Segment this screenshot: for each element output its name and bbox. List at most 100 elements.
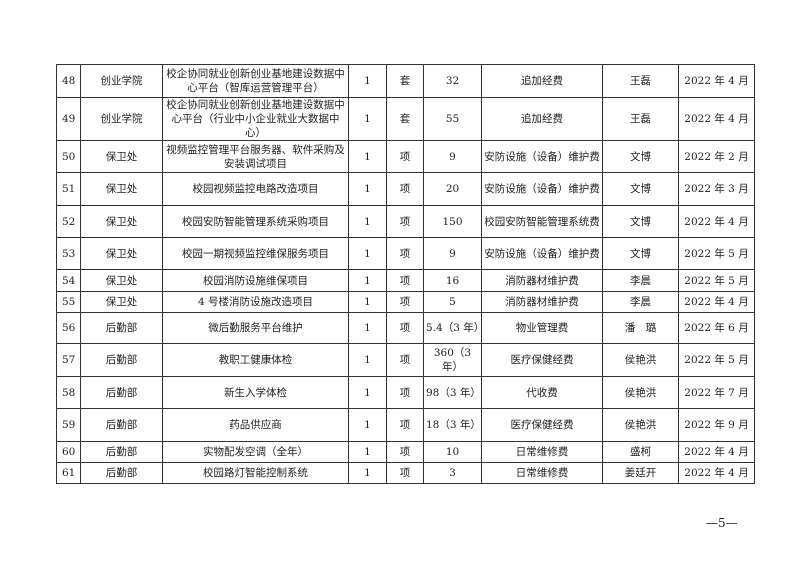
table-row: 59 后勤部 药品供应商 1 项 18（3 年） 医疗保健经费 侯艳洪 2022 年 9 月 <box>56 408 755 442</box>
cell-contact: 文博 <box>602 205 679 238</box>
cell-qty: 1 <box>348 237 387 270</box>
cell-amount: 360（3 年） <box>423 343 482 377</box>
cell-fund: 日常维修费 <box>481 441 603 463</box>
cell-no: 52 <box>56 205 81 238</box>
cell-fund: 安防设施（设备）维护费 <box>481 237 603 270</box>
cell-date: 2022 年 6 月 <box>678 312 755 344</box>
cell-fund: 物业管理费 <box>481 312 603 344</box>
cell-project: 校园路灯智能控制系统 <box>162 462 349 484</box>
cell-amount: 16 <box>423 269 482 292</box>
cell-project: 药品供应商 <box>162 408 349 442</box>
cell-amount: 5 <box>423 291 482 313</box>
cell-no: 53 <box>56 237 81 270</box>
table-row: 50 保卫处 视频监控管理平台服务器、软件采购及安装调试项目 1 项 9 安防设施（设备）维… <box>56 140 755 173</box>
procurement-table: 48 创业学院 校企协同就业创新创业基地建设数据中心平台（智库运营管理平台） 1 套 32… <box>56 64 755 484</box>
cell-unit: 套 <box>386 97 424 141</box>
cell-qty: 1 <box>348 441 387 463</box>
cell-fund: 追加经费 <box>481 97 603 141</box>
cell-amount: 18（3 年） <box>423 408 482 442</box>
cell-dept: 后勤部 <box>80 376 163 409</box>
cell-amount: 10 <box>423 441 482 463</box>
table-row: 57 后勤部 教职工健康体检 1 项 360（3 年） 医疗保健经费 侯艳洪 2022 年 5 … <box>56 343 755 377</box>
cell-dept: 后勤部 <box>80 462 163 484</box>
table-row: 56 后勤部 微后勤服务平台维护 1 项 5.4（3 年） 物业管理费潘 璐 2022 年 6… <box>56 312 755 344</box>
cell-qty: 1 <box>348 462 387 484</box>
cell-amount: 9 <box>423 237 482 270</box>
cell-no: 55 <box>56 291 81 313</box>
cell-project: 微后勤服务平台维护 <box>162 312 349 344</box>
cell-project: 校园一期视频监控维保服务项目 <box>162 237 349 270</box>
cell-fund: 安防设施（设备）维护费 <box>481 140 603 173</box>
cell-contact: 姜廷开 <box>602 462 679 484</box>
cell-unit: 项 <box>386 408 424 442</box>
table-row: 58 后勤部 新生入学体检 1 项 98（3 年） 代收费 侯艳洪 2022 年 7 月 <box>56 376 755 409</box>
table-row: 53 保卫处 校园一期视频监控维保服务项目 1 项 9 安防设施（设备）维护费 文博 2022 … <box>56 237 755 270</box>
cell-date: 2022 年 4 月 <box>678 205 755 238</box>
cell-unit: 套 <box>386 64 424 98</box>
cell-project: 实物配发空调（全年） <box>162 441 349 463</box>
cell-contact: 王磊 <box>602 97 679 141</box>
cell-no: 61 <box>56 462 81 484</box>
cell-unit: 项 <box>386 269 424 292</box>
cell-dept: 创业学院 <box>80 97 163 141</box>
cell-contact: 潘 璐 <box>602 312 679 344</box>
cell-project: 校企协同就业创新创业基地建设数据中心平台（智库运营管理平台） <box>162 64 349 98</box>
cell-dept: 保卫处 <box>80 172 163 206</box>
cell-qty: 1 <box>348 312 387 344</box>
cell-date: 2022 年 5 月 <box>678 269 755 292</box>
cell-qty: 1 <box>348 376 387 409</box>
cell-no: 59 <box>56 408 81 442</box>
cell-unit: 项 <box>386 343 424 377</box>
cell-dept: 保卫处 <box>80 291 163 313</box>
cell-fund: 校园安防智能管理系统费 <box>481 205 603 238</box>
cell-dept: 后勤部 <box>80 312 163 344</box>
cell-qty: 1 <box>348 205 387 238</box>
cell-date: 2022 年 7 月 <box>678 376 755 409</box>
cell-no: 60 <box>56 441 81 463</box>
cell-dept: 后勤部 <box>80 441 163 463</box>
cell-unit: 项 <box>386 205 424 238</box>
cell-unit: 项 <box>386 291 424 313</box>
cell-date: 2022 年 5 月 <box>678 237 755 270</box>
cell-unit: 项 <box>386 376 424 409</box>
cell-qty: 1 <box>348 269 387 292</box>
cell-amount: 55 <box>423 97 482 141</box>
cell-no: 54 <box>56 269 81 292</box>
cell-contact: 文博 <box>602 237 679 270</box>
cell-project: 校园视频监控电路改造项目 <box>162 172 349 206</box>
table-row: 48 创业学院 校企协同就业创新创业基地建设数据中心平台（智库运营管理平台） 1 套 32… <box>56 64 755 98</box>
cell-amount: 32 <box>423 64 482 98</box>
cell-unit: 项 <box>386 441 424 463</box>
cell-fund: 消防器材维护费 <box>481 269 603 292</box>
cell-date: 2022 年 2 月 <box>678 140 755 173</box>
cell-fund: 医疗保健经费 <box>481 343 603 377</box>
cell-project: 校企协同就业创新创业基地建设数据中心平台（行业中小企业就业大数据中心） <box>162 97 349 141</box>
page-number: —5— <box>706 516 738 530</box>
cell-amount: 150 <box>423 205 482 238</box>
cell-date: 2022 年 4 月 <box>678 441 755 463</box>
table-row: 60 后勤部 实物配发空调（全年） 1 项 10 日常维修费 盛柯 2022 年 4 月 <box>56 441 755 463</box>
cell-dept: 保卫处 <box>80 205 163 238</box>
cell-no: 51 <box>56 172 81 206</box>
cell-no: 58 <box>56 376 81 409</box>
cell-contact: 盛柯 <box>602 441 679 463</box>
cell-fund: 安防设施（设备）维护费 <box>481 172 603 206</box>
cell-project: 4 号楼消防设施改造项目 <box>162 291 349 313</box>
cell-fund: 消防器材维护费 <box>481 291 603 313</box>
cell-no: 50 <box>56 140 81 173</box>
cell-unit: 项 <box>386 172 424 206</box>
cell-project: 校园消防设施维保项目 <box>162 269 349 292</box>
table-row: 54 保卫处 校园消防设施维保项目 1 项 16 消防器材维护费 李晨 2022 年 5 月 <box>56 269 755 292</box>
cell-contact: 文博 <box>602 172 679 206</box>
cell-no: 49 <box>56 97 81 141</box>
cell-fund: 日常维修费 <box>481 462 603 484</box>
cell-contact: 李晨 <box>602 291 679 313</box>
cell-dept: 保卫处 <box>80 237 163 270</box>
cell-dept: 创业学院 <box>80 64 163 98</box>
table-row: 55 保卫处 4 号楼消防设施改造项目 1 项 5 消防器材维护费 李晨 2022 年 4 月 <box>56 291 755 313</box>
cell-project: 教职工健康体检 <box>162 343 349 377</box>
cell-date: 2022 年 9 月 <box>678 408 755 442</box>
cell-project: 视频监控管理平台服务器、软件采购及安装调试项目 <box>162 140 349 173</box>
cell-fund: 追加经费 <box>481 64 603 98</box>
cell-amount: 20 <box>423 172 482 206</box>
